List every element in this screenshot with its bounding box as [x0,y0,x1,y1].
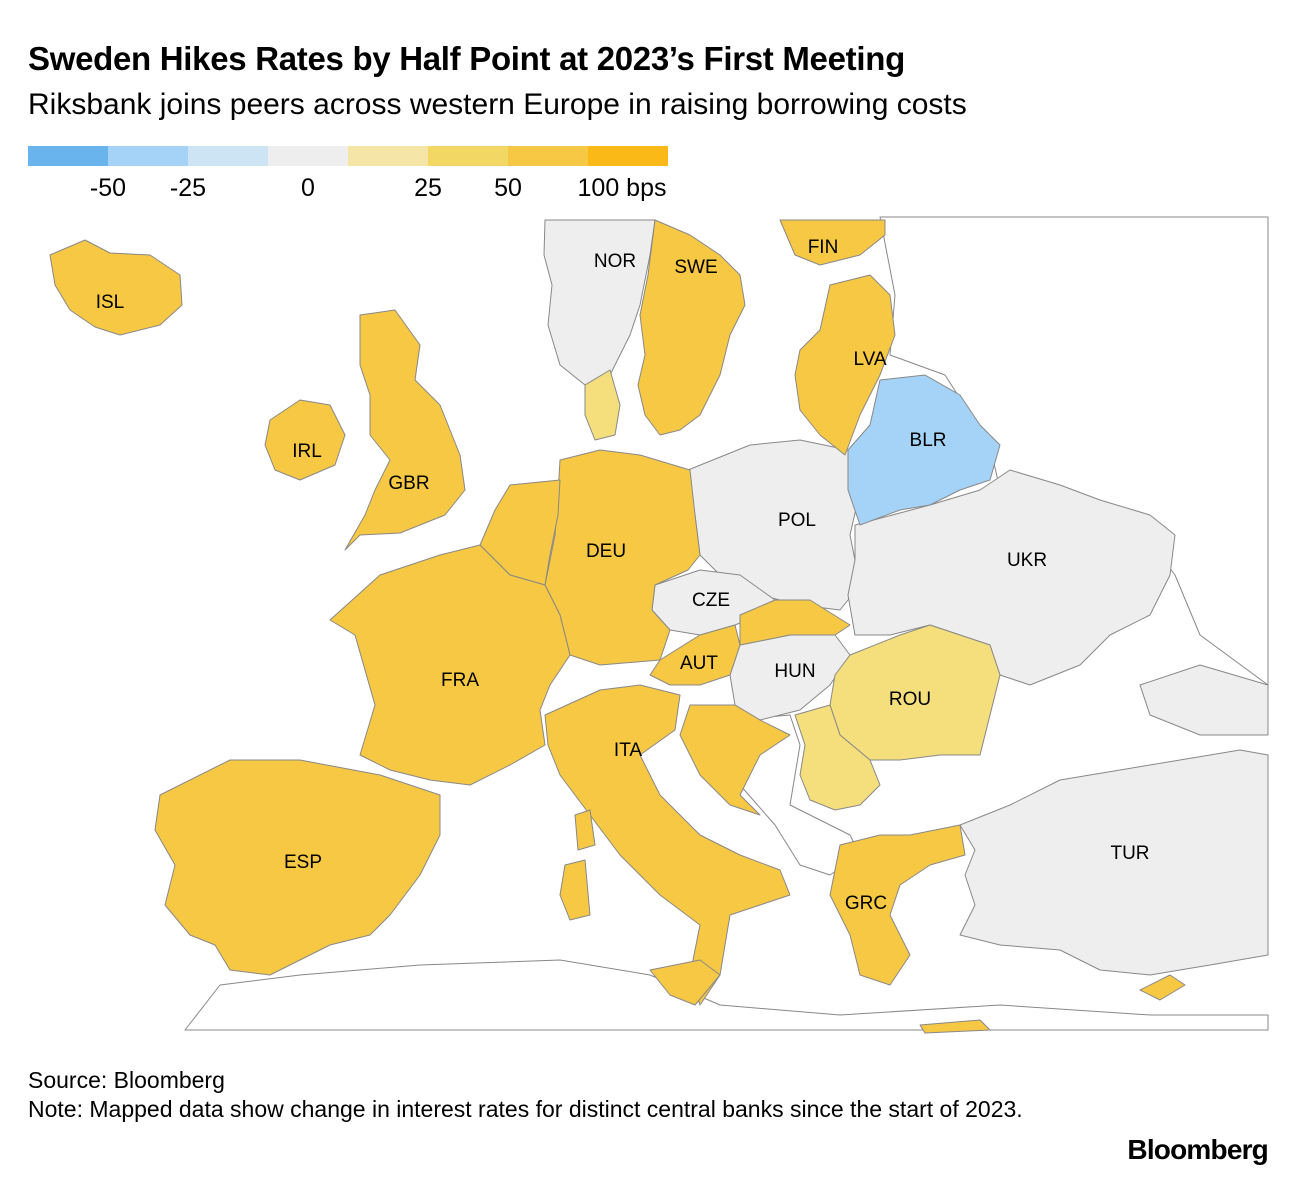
land-north-africa [184,959,1269,1031]
island-sicily [649,959,721,1006]
label-blr: BLR [910,430,947,451]
label-ita: ITA [614,740,642,761]
legend-swatch-minus-25 [108,146,188,166]
label-pol: POL [778,510,816,531]
country-blr[interactable] [847,374,1001,526]
label-isl: ISL [96,292,125,313]
legend-swatch-plus-10 [348,146,428,166]
label-esp: ESP [284,852,322,873]
country-isl[interactable] [49,239,183,336]
country-lux-area [1139,664,1269,736]
country-aut[interactable] [649,624,741,686]
label-lva: LVA [853,349,886,370]
country-baltics[interactable] [794,274,896,456]
label-rou: ROU [889,689,931,710]
note-text: Note: Mapped data show change in interes… [28,1096,1023,1122]
label-fra: FRA [441,670,479,691]
label-gbr: GBR [388,473,429,494]
legend-tick-minus-25: -25 [169,174,207,202]
country-nor[interactable] [543,219,656,386]
label-swe: SWE [674,257,717,278]
label-irl: IRL [292,441,322,462]
legend-swatch-plus-50 [508,146,588,166]
chart-subtitle: Riksbank joins peers across western Euro… [28,88,967,121]
label-tur: TUR [1110,843,1149,864]
country-fin[interactable] [779,219,886,266]
legend-swatch-plus-100 [588,146,668,166]
country-svk-area[interactable] [739,599,851,646]
label-ukr: UKR [1007,550,1047,571]
country-srb[interactable] [794,704,881,811]
legend-tick-minus-50: -50 [89,174,127,202]
island-sardinia [559,859,591,921]
legend-swatch-zero [268,146,348,166]
label-nor: NOR [594,251,636,272]
label-hun: HUN [774,661,815,682]
island-crete [919,1019,991,1034]
legend-swatch-minus-50 [28,146,108,166]
label-grc: GRC [845,893,887,914]
country-fra[interactable] [329,544,571,786]
legend-tick-zero: 0 [301,174,315,202]
legend-swatch-plus-25 [428,146,508,166]
bloomberg-logo: Bloomberg [1127,1134,1268,1165]
europe-map: ISL NOR SWE FIN LVA IRL GBR BLR POL DEU … [49,216,1269,1034]
country-grc[interactable] [829,824,966,986]
country-dnk[interactable] [584,369,621,441]
country-irl[interactable] [264,399,346,481]
legend-tick-25: 25 [414,174,442,202]
island-corsica [574,809,596,851]
island-cyprus [1139,974,1186,1001]
country-esp[interactable] [154,759,441,976]
legend-swatch-minus-10 [188,146,268,166]
chart-title: Sweden Hikes Rates by Half Point at 2023… [28,40,905,77]
label-fin: FIN [808,237,839,258]
label-deu: DEU [586,541,626,562]
legend-tick-50: 50 [494,174,522,202]
legend-tick-100: 100 bps [577,174,667,202]
country-hrv-area[interactable] [679,704,791,816]
country-ita[interactable] [544,684,791,1006]
country-ukr[interactable] [847,469,1176,686]
footer-notes: Source: Bloomberg Note: Mapped data show… [28,1066,1068,1124]
country-tur[interactable] [959,749,1269,976]
source-text: Source: Bloomberg [28,1067,225,1093]
label-aut: AUT [680,653,718,674]
country-swe[interactable] [637,219,746,436]
country-gbr[interactable] [344,309,466,551]
country-labels: ISL NOR SWE FIN LVA IRL GBR BLR POL DEU … [96,237,1150,914]
label-cze: CZE [692,590,730,611]
legend-color-scale [28,146,668,166]
